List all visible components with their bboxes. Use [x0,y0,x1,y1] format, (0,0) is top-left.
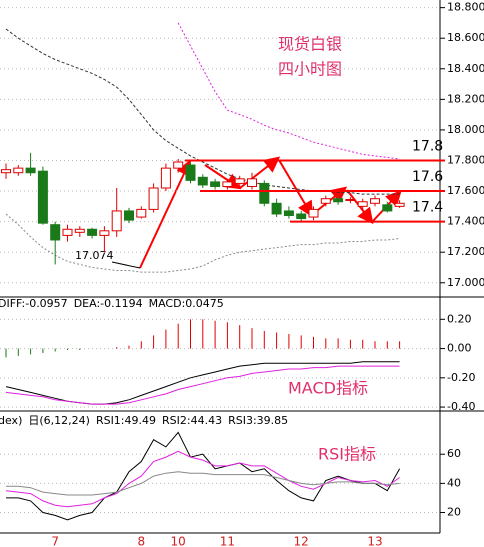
x-tick-label: 7 [51,535,59,547]
indicator-line [5,28,400,195]
x-tick-label: 13 [367,535,382,547]
candle-body [271,202,282,215]
y-tick-label: 0.20 [447,312,472,325]
y-tick-label: 17.000 [447,276,484,289]
candle-body [308,208,319,218]
x-tick-label: 8 [137,535,145,547]
panel-annotation: RSI指标 [318,445,376,464]
candle-body [333,198,344,203]
candle-body [136,208,147,218]
candle-body [283,210,294,217]
candle-body [50,224,61,241]
y-tick-label: 17.200 [447,245,484,258]
header-label: DEA:-0.1194 [74,297,143,310]
header-label: DIFF:-0.0957 [0,297,68,310]
level-label: 17.4 [412,200,443,216]
indicator-line [6,471,400,496]
indicator-line [177,22,400,160]
candle-body [222,181,233,187]
indicator-line [5,450,400,508]
candle-body [320,198,331,204]
candle-body [99,230,110,236]
y-tick-label: 18.600 [447,31,484,44]
y-tick-label: 18.400 [447,62,484,75]
candle-body [87,228,98,236]
candle-body [345,198,356,201]
header-label: RSI1:49.49 [96,414,156,427]
candle-body [62,228,73,236]
y-tick-label: -0.20 [447,371,475,384]
candle-body [296,213,307,220]
x-tick-label: 10 [171,535,186,547]
candle-body [173,161,184,169]
candle-body [185,164,196,181]
level-label: 17.8 [412,138,443,154]
candle-body [148,187,159,210]
header-label: RSI2:44.43 [162,414,222,427]
y-tick-label: 17.400 [447,215,484,228]
candle-body [394,202,405,207]
candle-body [111,210,122,232]
panel-annotation: MACD指标 [288,379,368,398]
x-tick-label: 12 [294,535,309,547]
candle-body [382,204,393,212]
candle-body [25,167,36,174]
y-tick-label: 18.800 [447,1,484,14]
y-tick-label: 17.600 [447,184,484,197]
y-tick-label: 17.800 [447,153,484,166]
y-tick-label: 20 [447,506,461,519]
y-tick-label: 40 [447,476,461,489]
candle-body [247,178,257,187]
y-tick-label: 18.000 [447,123,484,136]
candle-body [370,198,380,204]
header-label: RSI3:39.85 [228,414,288,427]
candle-body [124,210,134,221]
x-tick-label: 11 [220,535,235,547]
header-label: dex) [0,414,22,427]
y-tick-label: -0.40 [447,400,475,413]
indicator-line [5,365,400,405]
candle-body [210,181,221,187]
candle-body [37,170,48,224]
indicator-line [6,431,401,521]
y-tick-label: 18.200 [447,92,484,105]
candle-body [1,169,11,174]
candle-body [160,167,171,189]
y-tick-label: 60 [447,447,461,460]
header-label: MACD:0.0475 [149,297,224,310]
chart-title: 现货白银 [278,35,342,54]
chart-subtitle: 四小时图 [278,60,342,79]
level-label: 17.6 [412,169,443,185]
indicator-line [5,213,400,273]
leader-line [111,261,141,269]
candle-body [13,167,24,174]
candle-body [74,228,85,233]
trend-arrows [139,156,402,269]
candle-body [234,178,245,184]
header-label: 日(6,12,24) [28,414,90,427]
candle-body [197,176,208,186]
y-tick-label: 0.00 [447,342,472,355]
candle-body [357,201,368,207]
low-label: 17.074 [75,249,114,262]
candle-body [259,182,270,204]
